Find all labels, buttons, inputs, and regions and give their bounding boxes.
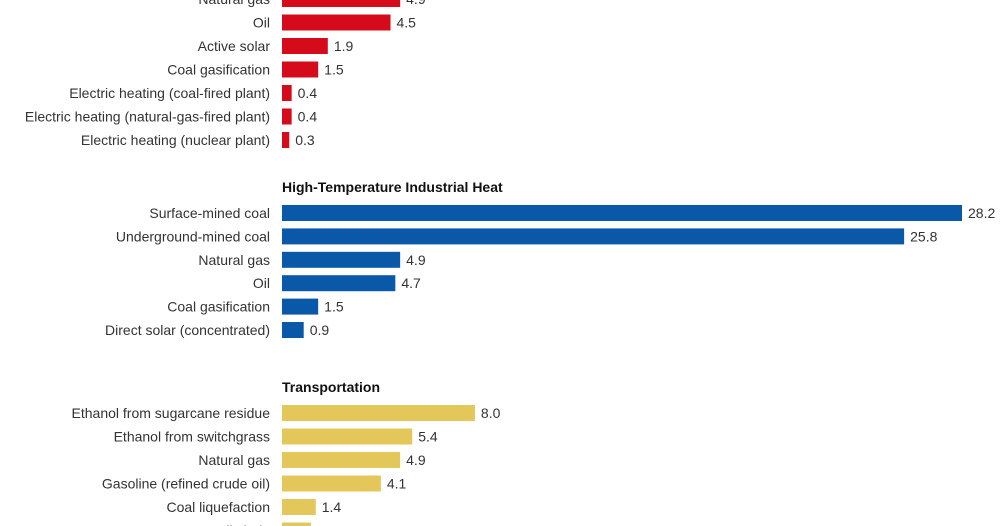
category-label: Electric heating (nuclear plant) <box>81 132 270 148</box>
category-label: Coal gasification <box>167 62 270 78</box>
bar <box>282 251 401 268</box>
bar <box>282 322 304 338</box>
bar-row: Oil 4.5 <box>253 14 417 31</box>
value-label: 0.4 <box>298 85 318 101</box>
chart-panel-0: Natural gas 4.9 Oil 4.5 Active solar 1.9 Coal … <box>25 0 426 148</box>
value-label: 25.8 <box>910 228 937 244</box>
bar-row: Natural gas 4.9 <box>198 452 426 468</box>
category-label: Coal liquefaction <box>166 499 270 515</box>
bar-row: Surface-mined coal 28.2 <box>149 205 995 221</box>
bar <box>282 0 401 7</box>
category-label: Gasoline (refined crude oil) <box>102 476 270 492</box>
bar <box>282 132 290 148</box>
bar-row: Natural gas 4.9 <box>198 251 426 268</box>
bar-row: Ethanol from switchgrass 5.4 <box>114 428 438 445</box>
value-label: 4.1 <box>387 476 407 492</box>
bar-row: Coal gasification 1.5 <box>167 61 344 78</box>
bar <box>282 452 401 468</box>
bar-row: Coal liquefaction 1.4 <box>166 499 341 515</box>
value-label: 4.5 <box>397 15 417 31</box>
bar <box>282 499 316 515</box>
bar <box>282 14 391 31</box>
value-label: 4.7 <box>401 275 421 291</box>
category-label: Surface-mined coal <box>149 205 270 221</box>
value-label: 4.9 <box>406 452 426 468</box>
chart-panel-1: High-Temperature Industrial Heat Surface-… <box>105 179 995 338</box>
value-label: 5.4 <box>418 429 438 445</box>
value-label: 1.2 <box>317 523 337 526</box>
category-label: Electric heating (natural-gas-fired plan… <box>25 109 270 125</box>
bar <box>282 405 475 421</box>
bar <box>282 428 413 445</box>
category-label: Natural gas <box>198 452 270 468</box>
bar-row: Ethanol from sugarcane residue 8.0 <box>72 405 501 421</box>
bar-row: Coal gasification 1.5 <box>167 298 344 315</box>
bar-row: Natural gas 4.9 <box>198 0 426 7</box>
value-label: 4.9 <box>406 0 426 7</box>
category-label: Natural gas <box>198 252 270 268</box>
value-label: 1.4 <box>322 499 342 515</box>
bar <box>282 275 396 292</box>
bar-row: Electric heating (nuclear plant) 0.3 <box>81 132 315 148</box>
bar <box>282 298 319 315</box>
bar <box>282 108 292 125</box>
category-label: Oil shale <box>216 523 271 526</box>
bar <box>282 475 381 492</box>
category-label: Underground-mined coal <box>116 228 270 244</box>
value-label: 8.0 <box>481 405 501 421</box>
bar-row: Oil shale 1.2 <box>216 522 337 526</box>
bar-row: Gasoline (refined crude oil) 4.1 <box>102 475 407 492</box>
bar-row: Oil 4.7 <box>253 275 421 292</box>
chart-panel-2: Transportation Ethanol from sugarcane res… <box>72 379 501 526</box>
bar-row: Electric heating (natural-gas-fired plan… <box>25 108 318 125</box>
bar <box>282 205 962 221</box>
category-label: Natural gas <box>198 0 270 7</box>
value-label: 28.2 <box>968 205 995 221</box>
bar-row: Direct solar (concentrated) 0.9 <box>105 322 329 338</box>
category-label: Active solar <box>198 38 271 54</box>
bar-row: Active solar 1.9 <box>198 38 354 54</box>
value-label: 1.5 <box>324 299 344 315</box>
bar <box>282 38 328 54</box>
chart-title: Transportation <box>282 379 380 395</box>
category-label: Ethanol from sugarcane residue <box>72 405 271 421</box>
bar-row: Electric heating (coal-fired plant) 0.4 <box>69 85 317 101</box>
bar <box>282 61 319 78</box>
chart-title: High-Temperature Industrial Heat <box>282 179 503 195</box>
category-label: Oil <box>253 275 270 291</box>
bar <box>282 522 311 526</box>
category-label: Ethanol from switchgrass <box>114 429 270 445</box>
value-label: 0.4 <box>298 109 318 125</box>
value-label: 0.3 <box>295 132 315 148</box>
category-label: Oil <box>253 15 270 31</box>
value-label: 0.9 <box>310 322 330 338</box>
category-label: Coal gasification <box>167 299 270 315</box>
bar-row: Underground-mined coal 25.8 <box>116 228 938 245</box>
category-label: Electric heating (coal-fired plant) <box>69 85 270 101</box>
value-label: 1.9 <box>334 38 354 54</box>
category-label: Direct solar (concentrated) <box>105 322 270 338</box>
bar <box>282 85 292 101</box>
bar <box>282 228 905 245</box>
value-label: 1.5 <box>324 62 344 78</box>
value-label: 4.9 <box>406 252 426 268</box>
